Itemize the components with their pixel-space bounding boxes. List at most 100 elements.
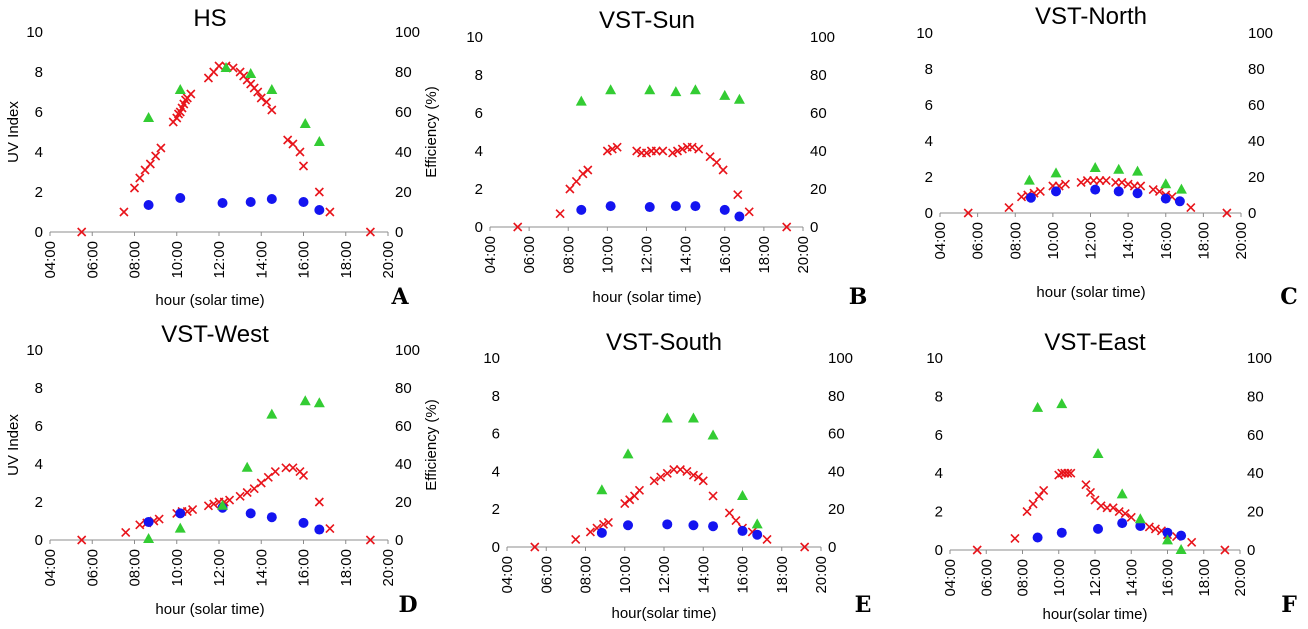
data-point-circle [298,517,309,528]
data-point-uv [256,93,266,103]
series-triangle [1032,398,1187,554]
data-point-uv [1187,537,1197,547]
y2-tick-label: 60 [1248,97,1265,114]
data-point-uv [156,143,166,153]
x-tick-label: 06:00 [84,549,101,587]
y-tick-label: 2 [35,184,43,201]
y2-tick-label: 100 [810,29,835,46]
y-tick-label: 0 [475,219,483,236]
chart-title: VST-South [606,329,722,356]
data-point-uv [649,476,659,486]
data-point-uv [1010,533,1020,544]
y-tick-label: 6 [35,104,43,121]
series-circle [596,519,763,540]
data-point-circle [708,521,719,532]
x-axis-label: hour(solar time) [1042,606,1147,623]
y-tick-label: 2 [935,504,943,521]
data-point-triangle [299,395,311,406]
data-point-uv [733,190,743,200]
x-tick-label: 06:00 [978,559,995,597]
y-axis-label: UV Index [5,101,22,163]
series-circle [143,193,325,215]
data-point-uv [1126,512,1136,522]
x-tick-label: 12:00 [639,236,656,274]
data-point-uv [530,542,540,552]
x-tick-label: 18:00 [756,236,773,274]
data-point-uv [963,208,973,218]
y-tick-label: 4 [925,133,933,150]
y2-tick-label: 0 [395,224,403,241]
y-tick-label: 4 [475,143,483,160]
data-point-uv [298,161,309,171]
data-point-uv [658,146,668,156]
data-point-triangle [1175,183,1187,194]
x-axis-label: hour(solar time) [611,605,716,622]
data-point-uv [1039,485,1049,496]
y2-tick-label: 80 [395,380,412,397]
data-point-triangle [596,484,608,495]
y2-tick-label: 40 [395,144,412,161]
x-tick-label: 18:00 [338,549,355,587]
y2-tick-label: 40 [810,143,827,160]
data-point-triangle [1092,448,1104,458]
x-tick-label: 10:00 [1051,559,1068,597]
data-point-circle [217,198,228,208]
data-point-uv [1060,179,1070,189]
y2-tick-label: 0 [1248,205,1256,222]
data-point-uv [598,519,609,529]
x-tick-label: 06:00 [970,222,987,260]
data-point-circle [1025,192,1036,203]
data-point-uv [261,97,272,107]
y2-tick-label: 80 [1247,388,1264,405]
data-point-uv [288,139,298,149]
data-point-circle [1160,193,1171,204]
data-point-uv [77,227,87,237]
y-tick-label: 6 [475,105,483,122]
y2-tick-label: 20 [1248,169,1265,186]
data-point-triangle [266,408,278,419]
data-point-uv [253,87,263,97]
data-point-circle [596,527,607,538]
data-point-circle [143,200,154,210]
data-point-circle [752,529,763,540]
data-point-uv [762,534,772,545]
data-point-uv [298,470,309,480]
y2-tick-label: 0 [828,539,836,556]
data-point-triangle [1116,488,1128,499]
data-point-triangle [751,518,763,529]
data-point-uv [1081,480,1091,490]
data-point-uv [224,495,235,505]
x-tick-label: 12:00 [656,556,673,594]
data-point-uv [214,61,224,71]
y2-tick-label: 100 [1248,25,1273,42]
data-point-uv [77,535,87,545]
data-point-triangle [1089,162,1101,172]
x-tick-label: 04:00 [482,236,499,274]
y-tick-label: 2 [492,501,500,518]
y-tick-label: 10 [926,350,943,367]
x-tick-label: 14:00 [1123,559,1140,597]
x-tick-label: 10:00 [617,556,634,594]
data-point-circle [662,519,673,530]
data-point-uv [698,476,708,486]
data-point-uv [612,142,622,152]
data-point-uv [677,144,687,154]
data-point-uv [263,472,273,482]
series-triangle [575,84,745,106]
data-point-uv [325,207,335,217]
y2-tick-label: 20 [395,494,412,511]
data-point-uv [188,505,198,515]
data-point-uv [1108,503,1118,513]
data-point-uv [669,464,679,475]
chart-title: VST-North [1035,3,1147,30]
y2-axis-label: Efficiency (%) [423,399,440,490]
data-point-circle [670,201,681,212]
data-point-uv [121,527,131,537]
data-point-triangle [299,118,311,128]
x-tick-label: 10:00 [599,236,616,274]
data-point-uv [1101,176,1111,186]
data-point-uv [744,207,754,217]
data-point-uv [281,463,291,473]
y2-tick-label: 20 [1247,504,1264,521]
data-point-uv [1076,177,1086,187]
